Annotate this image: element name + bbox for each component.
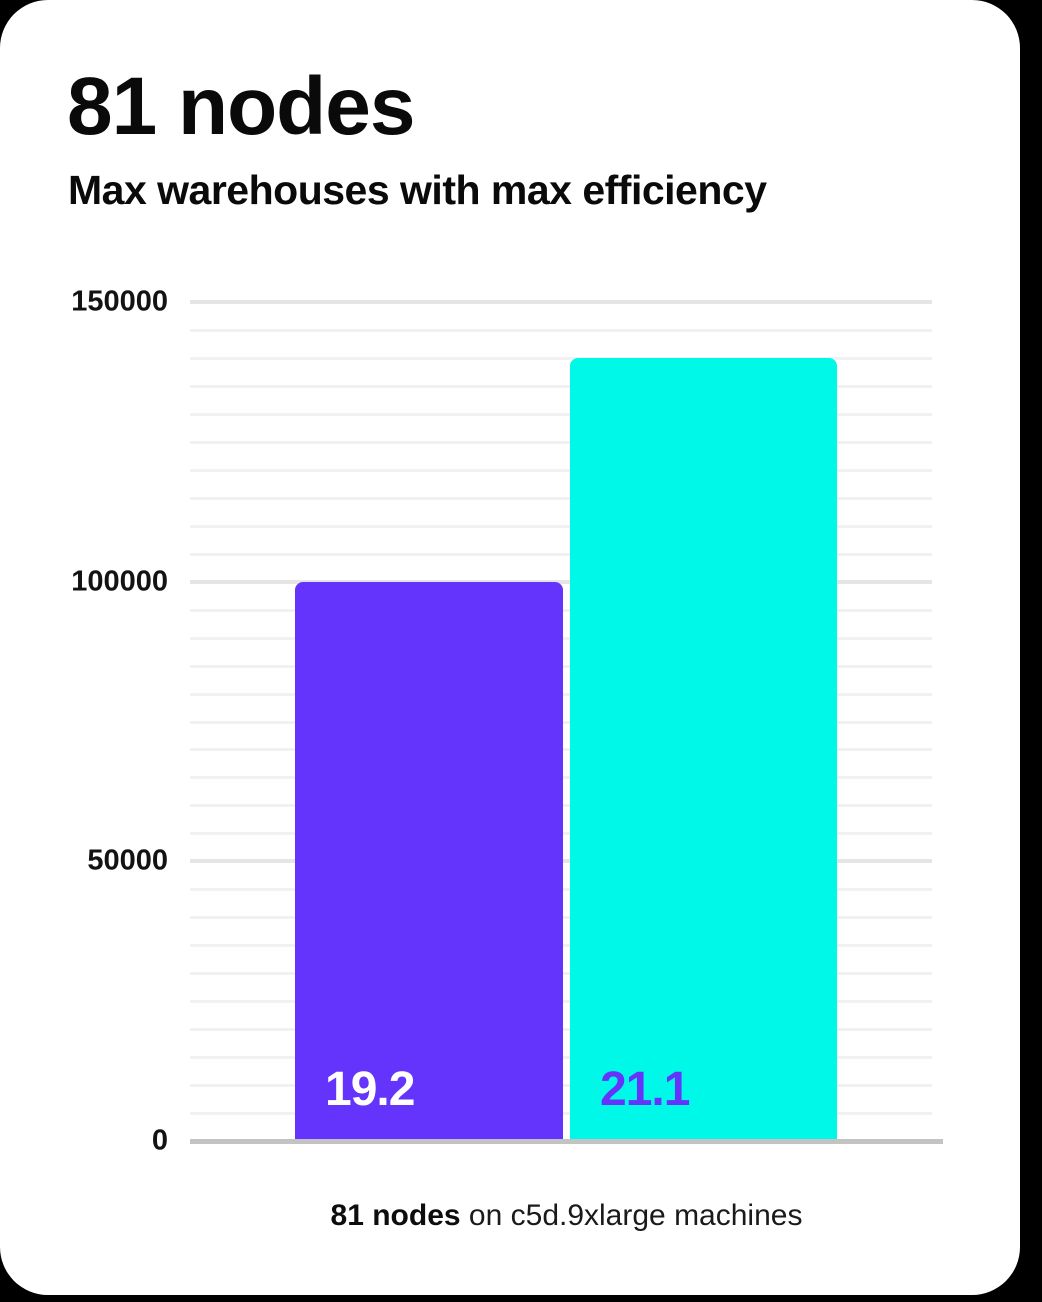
caption-regular-text: on c5d.9xlarge machines [460,1199,803,1232]
bar-21.1: 21.1 [570,358,837,1141]
bar-chart-plot-area: 19.2 21.1 [190,300,932,1141]
y-axis-tick-100000: 100000 [71,565,168,598]
gridline-minor [190,440,932,444]
gridline-minor [190,356,932,360]
bar-value-label-19.2: 19.2 [325,1063,415,1116]
gridline-minor [190,412,932,416]
x-axis-caption: 81 nodes on c5d.9xlarge machines [190,1198,943,1234]
gridline-minor [190,552,932,556]
gridline-minor [190,384,932,388]
y-axis-tick-labels: 0 50000 100000 150000 [30,287,168,1155]
y-axis-tick-150000: 150000 [71,285,168,318]
x-axis-baseline [190,1139,943,1144]
gridline-major [190,300,932,304]
gridline-minor [190,328,932,332]
gridline-minor [190,524,932,528]
chart-card: 81 nodes Max warehouses with max efficie… [0,0,1020,1295]
y-axis-tick-0: 0 [151,1124,168,1157]
gridline-major [190,579,932,584]
gridline-minor [190,496,932,500]
chart-subtitle: Max warehouses with max efficiency [68,167,767,213]
y-axis-tick-50000: 50000 [87,844,168,877]
bar-value-label-21.1: 21.1 [600,1063,690,1116]
chart-title: 81 nodes [67,61,415,152]
gridline-minor [190,468,932,472]
caption-bold-text: 81 nodes [330,1199,461,1232]
bar-19.2: 19.2 [295,582,563,1141]
